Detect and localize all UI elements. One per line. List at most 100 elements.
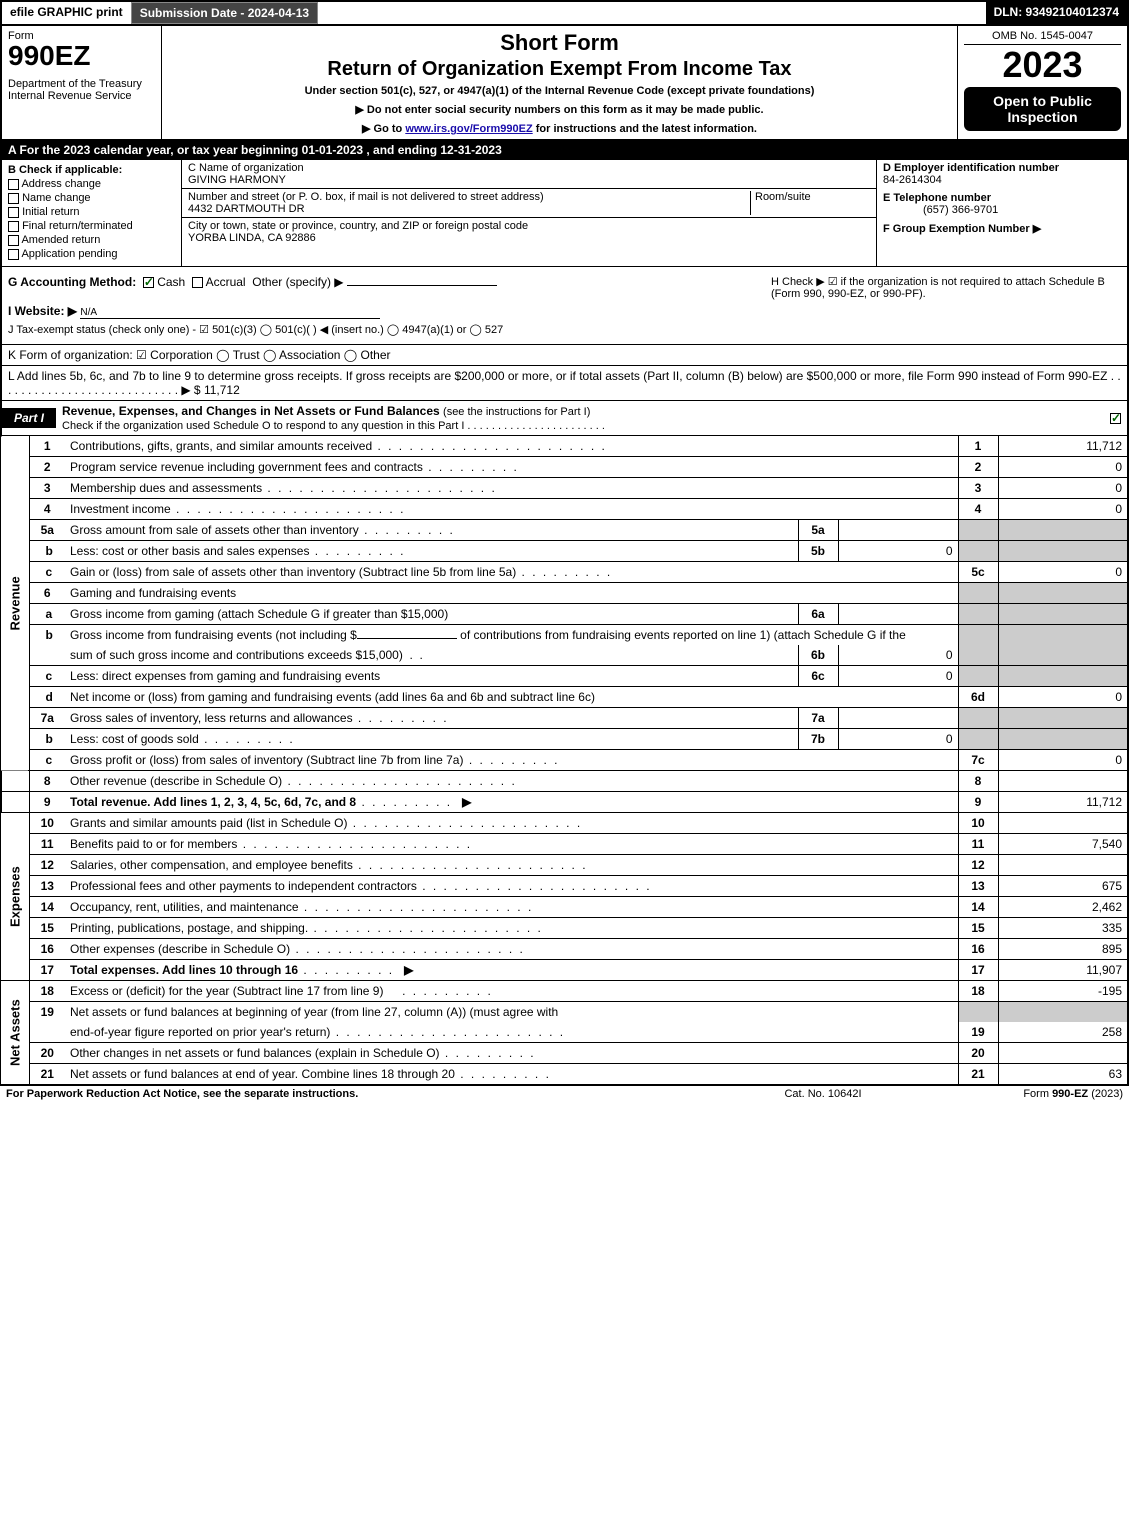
return-title: Return of Organization Exempt From Incom… (168, 58, 951, 81)
c-city-label: City or town, state or province, country… (188, 220, 528, 232)
boxnum: 10 (958, 813, 998, 834)
boxnum: 9 (958, 792, 998, 813)
midval: 0 (838, 729, 958, 750)
checkbox-icon[interactable] (8, 179, 19, 190)
short-form-title: Short Form (168, 30, 951, 56)
g-other-input[interactable] (347, 285, 497, 286)
boxval: 0 (998, 499, 1128, 520)
boxval: 335 (998, 918, 1128, 939)
arrow-icon: ▶ (404, 963, 413, 977)
b-opt-label: Address change (21, 178, 101, 190)
boxnum: 17 (958, 960, 998, 981)
desc: Gain or (loss) from sale of assets other… (65, 562, 958, 583)
boxnum: 4 (958, 499, 998, 520)
checkbox-icon[interactable] (8, 193, 19, 204)
b-opt-label: Name change (22, 192, 91, 204)
form-header: Form 990EZ Department of the Treasury In… (0, 26, 1129, 141)
linenum: 11 (29, 834, 65, 855)
desc: Grants and similar amounts paid (list in… (65, 813, 958, 834)
boxval (998, 813, 1128, 834)
desc: Gross amount from sale of assets other t… (65, 520, 798, 541)
efile-label[interactable]: efile GRAPHIC print (2, 2, 131, 24)
f-label: F Group Exemption Number ▶ (883, 223, 1041, 235)
checkbox-icon[interactable] (1110, 413, 1121, 424)
boxval (998, 855, 1128, 876)
shaded (998, 541, 1128, 562)
midnum: 6c (798, 666, 838, 687)
boxnum: 8 (958, 771, 998, 792)
g-other: Other (specify) ▶ (252, 275, 343, 289)
row-5a: 5a Gross amount from sale of assets othe… (1, 520, 1128, 541)
boxnum: 7c (958, 750, 998, 771)
boxnum: 3 (958, 478, 998, 499)
linenum: 6 (29, 583, 65, 604)
shaded (998, 604, 1128, 625)
fundraising-amount-input[interactable] (357, 638, 457, 639)
boxnum: 15 (958, 918, 998, 939)
linenum: 2 (29, 457, 65, 478)
desc: Membership dues and assessments (65, 478, 958, 499)
b-opt-name[interactable]: Name change (8, 192, 175, 204)
line-k: K Form of organization: ☑ Corporation ◯ … (0, 345, 1129, 366)
checkbox-icon[interactable] (8, 249, 19, 260)
row-7a: 7a Gross sales of inventory, less return… (1, 708, 1128, 729)
c-city-row: City or town, state or province, country… (182, 218, 876, 246)
row-21: 21 Net assets or fund balances at end of… (1, 1064, 1128, 1085)
irs-link[interactable]: www.irs.gov/Form990EZ (405, 123, 532, 135)
row-6a: a Gross income from gaming (attach Sched… (1, 604, 1128, 625)
c-street-label: Number and street (or P. O. box, if mail… (188, 191, 544, 203)
linenum: b (29, 729, 65, 750)
shaded (998, 583, 1128, 604)
boxval (998, 1043, 1128, 1064)
checkbox-icon[interactable] (8, 221, 19, 232)
midval: 0 (838, 541, 958, 562)
boxval: 0 (998, 478, 1128, 499)
linenum: b (29, 541, 65, 562)
col-b: B Check if applicable: Address change Na… (2, 160, 182, 266)
b-opt-initial[interactable]: Initial return (8, 206, 175, 218)
linenum: 16 (29, 939, 65, 960)
i-value[interactable]: N/A (80, 307, 380, 319)
footer-left: For Paperwork Reduction Act Notice, see … (6, 1088, 723, 1100)
desc: Excess or (deficit) for the year (Subtra… (65, 981, 958, 1002)
c-city-value: YORBA LINDA, CA 92886 (188, 232, 316, 244)
sidelabel-expenses: Expenses (1, 813, 29, 981)
desc: end-of-year figure reported on prior yea… (65, 1022, 958, 1043)
checkbox-icon[interactable] (8, 207, 19, 218)
boxval: 11,712 (998, 436, 1128, 457)
part1-endcheck[interactable] (1104, 408, 1127, 428)
side-blank (1, 771, 29, 792)
part1-checkline: Check if the organization used Schedule … (62, 420, 605, 432)
boxval: 0 (998, 562, 1128, 583)
checkbox-icon[interactable] (192, 277, 203, 288)
b-opt-final[interactable]: Final return/terminated (8, 220, 175, 232)
desc: Investment income (65, 499, 958, 520)
boxnum: 20 (958, 1043, 998, 1064)
row-19b: end-of-year figure reported on prior yea… (1, 1022, 1128, 1043)
desc: Other changes in net assets or fund bala… (65, 1043, 958, 1064)
linenum: 21 (29, 1064, 65, 1085)
line-g: G Accounting Method: Cash Accrual Other … (8, 275, 771, 300)
linenum: 14 (29, 897, 65, 918)
b-opt-label: Initial return (22, 206, 79, 218)
boxnum: 5c (958, 562, 998, 583)
form-table: Revenue 1 Contributions, gifts, grants, … (0, 436, 1129, 1085)
row-19a: 19 Net assets or fund balances at beginn… (1, 1002, 1128, 1023)
b-opt-pending[interactable]: Application pending (8, 248, 175, 260)
bullet-2: ▶ Go to www.irs.gov/Form990EZ for instru… (168, 122, 951, 135)
b-opt-amended[interactable]: Amended return (8, 234, 175, 246)
checkbox-icon[interactable] (143, 277, 154, 288)
part1-bar: Part I Revenue, Expenses, and Changes in… (0, 401, 1129, 436)
shaded (998, 666, 1128, 687)
linenum: 9 (29, 792, 65, 813)
b-opt-address[interactable]: Address change (8, 178, 175, 190)
col-c: C Name of organization GIVING HARMONY Nu… (182, 160, 877, 266)
boxnum: 12 (958, 855, 998, 876)
checkbox-icon[interactable] (8, 235, 19, 246)
shaded (998, 645, 1128, 666)
footer: For Paperwork Reduction Act Notice, see … (0, 1085, 1129, 1102)
desc: Less: cost or other basis and sales expe… (65, 541, 798, 562)
boxval: 0 (998, 687, 1128, 708)
desc: Less: cost of goods sold (65, 729, 798, 750)
shaded (958, 645, 998, 666)
